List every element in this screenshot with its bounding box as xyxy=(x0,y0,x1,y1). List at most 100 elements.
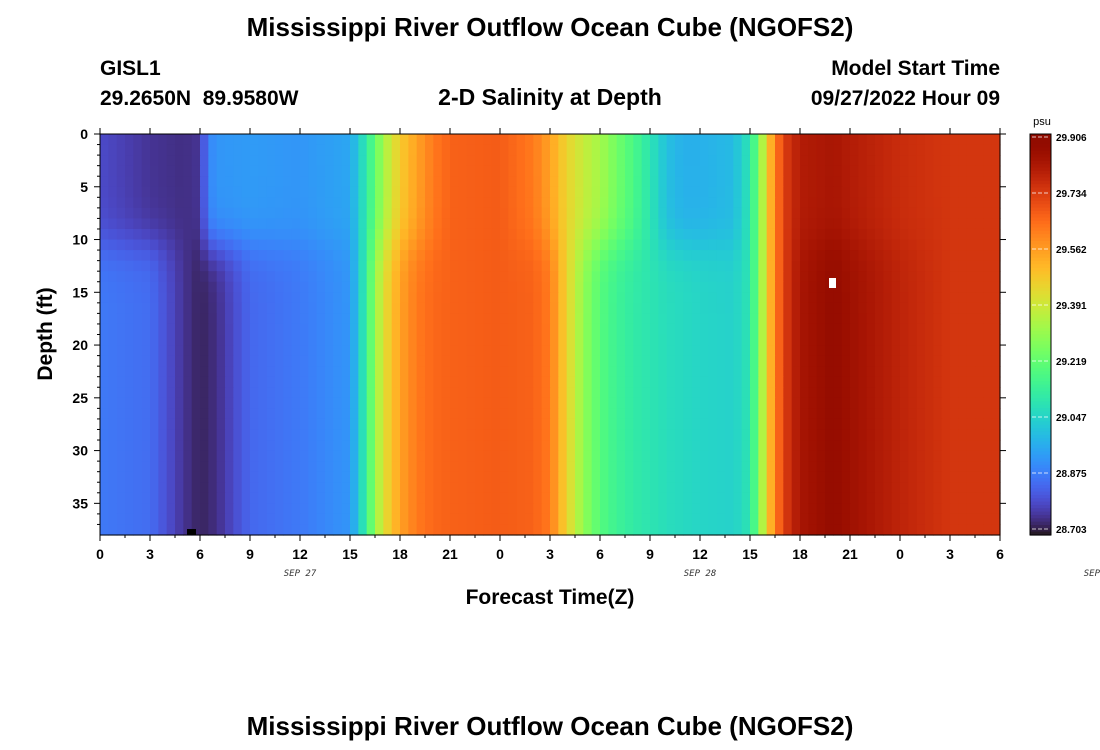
heatmap-cell xyxy=(983,239,993,251)
heatmap-cell xyxy=(391,134,401,146)
heatmap-cell xyxy=(683,302,693,314)
heatmap-cell xyxy=(983,471,993,483)
heatmap-cell xyxy=(116,450,126,462)
heatmap-cell xyxy=(633,292,643,304)
heatmap-cell xyxy=(825,176,834,188)
heatmap-cell xyxy=(858,492,868,504)
heatmap-cell xyxy=(358,292,368,304)
heatmap-cell xyxy=(616,134,626,146)
colorbar-segment xyxy=(1030,504,1051,509)
heatmap-cell xyxy=(100,155,109,167)
heatmap-cell xyxy=(175,513,184,526)
heatmap-cell xyxy=(166,450,176,462)
heatmap-cell xyxy=(133,334,143,346)
heatmap-cell xyxy=(766,218,776,230)
heatmap-cell xyxy=(475,165,484,177)
heatmap-cell xyxy=(533,345,543,357)
heatmap-cell xyxy=(458,228,468,241)
heatmap-cell xyxy=(966,134,976,146)
heatmap-cell xyxy=(800,207,809,220)
heatmap-cell xyxy=(100,429,109,441)
heatmap-cell xyxy=(416,513,426,526)
heatmap-cell xyxy=(158,503,168,515)
heatmap-cell xyxy=(933,302,943,314)
heatmap-cell xyxy=(758,218,768,230)
heatmap-cell xyxy=(216,355,226,367)
heatmap-cell xyxy=(841,345,851,357)
heatmap-cell xyxy=(750,440,759,452)
heatmap-cell xyxy=(941,334,951,346)
heatmap-cell xyxy=(975,281,984,293)
heatmap-cell xyxy=(841,376,851,388)
colorbar-segment xyxy=(1030,307,1051,312)
heatmap-cell xyxy=(491,387,501,399)
heatmap-cell xyxy=(708,482,718,494)
heatmap-cell xyxy=(525,323,534,336)
heatmap-cell xyxy=(933,155,943,167)
heatmap-cell xyxy=(900,429,909,441)
heatmap-cell xyxy=(350,186,359,198)
heatmap-cell xyxy=(333,292,343,304)
heatmap-cell xyxy=(133,134,143,146)
heatmap-cell xyxy=(591,387,601,399)
heatmap-cell xyxy=(958,429,968,441)
heatmap-cell xyxy=(666,471,676,483)
heatmap-cell xyxy=(108,334,118,346)
heatmap-cell xyxy=(950,176,959,188)
heatmap-cell xyxy=(891,218,901,230)
heatmap-cell xyxy=(691,387,701,399)
heatmap-cell xyxy=(516,461,526,473)
heatmap-cell xyxy=(300,260,309,272)
heatmap-cell xyxy=(558,239,568,251)
heatmap-cell xyxy=(733,387,743,399)
heatmap-cell xyxy=(541,492,551,504)
heatmap-cell xyxy=(583,355,593,367)
heatmap-cell xyxy=(608,228,618,241)
heatmap-cell xyxy=(525,250,534,262)
heatmap-cell xyxy=(808,155,818,167)
heatmap-cell xyxy=(525,524,534,536)
heatmap-cell xyxy=(733,218,743,230)
heatmap-cell xyxy=(791,524,801,536)
heatmap-cell xyxy=(116,513,126,526)
heatmap-cell xyxy=(366,334,376,346)
colorbar-segment xyxy=(1030,197,1051,202)
heatmap-cell xyxy=(500,313,509,325)
heatmap-cell xyxy=(483,429,493,441)
heatmap-cell xyxy=(341,218,351,230)
heatmap-cell xyxy=(266,503,276,515)
heatmap-cell xyxy=(150,186,159,198)
heatmap-cell xyxy=(141,471,151,483)
heatmap-cell xyxy=(950,471,959,483)
heatmap-cell xyxy=(708,197,718,209)
model-start-label: Model Start Time xyxy=(831,57,1000,80)
heatmap-cell xyxy=(708,207,718,220)
heatmap-cell xyxy=(325,355,334,367)
heatmap-cell xyxy=(858,292,868,304)
heatmap-cell xyxy=(783,134,793,146)
heatmap-cell xyxy=(841,250,851,262)
heatmap-cell xyxy=(775,471,784,483)
heatmap-cell xyxy=(566,334,576,346)
heatmap-cell xyxy=(641,387,651,399)
heatmap-cell xyxy=(683,323,693,336)
heatmap-cell xyxy=(241,260,251,272)
heatmap-cell xyxy=(558,503,568,515)
heatmap-cell xyxy=(825,376,834,388)
heatmap-cell xyxy=(933,376,943,388)
heatmap-cell xyxy=(408,492,418,504)
heatmap-cell xyxy=(441,387,451,399)
heatmap-cell xyxy=(458,471,468,483)
colorbar-segment xyxy=(1030,384,1051,389)
heatmap-cell xyxy=(908,165,918,177)
heatmap-cell xyxy=(133,313,143,325)
heatmap-cell xyxy=(941,387,951,399)
heatmap-cell xyxy=(625,134,634,146)
heatmap-cell xyxy=(550,366,559,378)
heatmap-cell xyxy=(708,429,718,441)
heatmap-cell xyxy=(441,450,451,462)
heatmap-cell xyxy=(416,482,426,494)
heatmap-cell xyxy=(291,250,301,262)
heatmap-cell xyxy=(166,239,176,251)
heatmap-cell xyxy=(416,155,426,167)
